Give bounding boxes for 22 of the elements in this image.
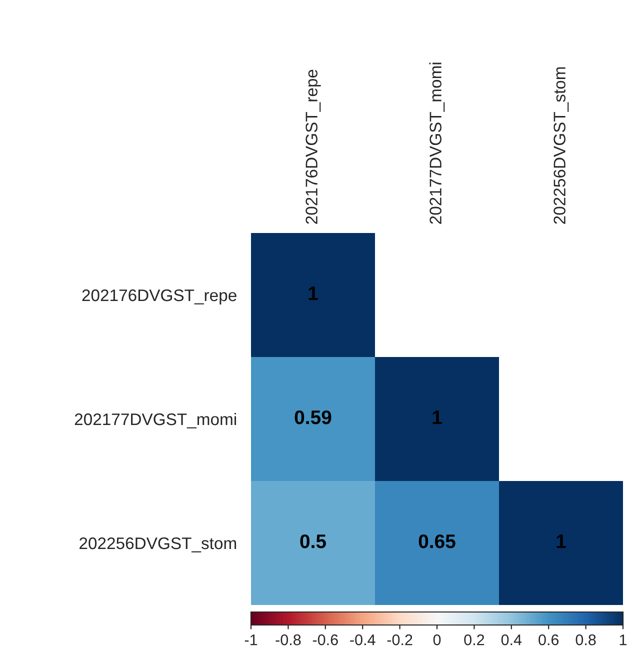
data-label: 1	[556, 534, 566, 548]
color-bar-label: -0.2	[387, 634, 412, 646]
color-bar-label: -0.8	[276, 634, 301, 646]
y-tick-label: 202177DVGST_momi	[74, 412, 236, 428]
x-tick-label: 202256DVGST_stom	[554, 67, 569, 224]
data-label: 0.5	[300, 534, 326, 548]
x-tick-label: 202177DVGST_momi	[429, 62, 445, 224]
data-label: 0.65	[418, 534, 456, 548]
y-tick-label: 202256DVGST_stom	[80, 537, 236, 552]
color-bar-label: -1	[244, 634, 258, 646]
y-tick-label: 202176DVGST_repe	[82, 289, 236, 304]
color-bar-label: -0.4	[350, 634, 376, 646]
color-bar-label: 0.6	[538, 634, 559, 646]
color-bar-label: 0.8	[576, 634, 596, 646]
color-bar-label: 1	[620, 634, 627, 646]
color-bar-label: 0	[433, 634, 441, 646]
data-label: 1	[432, 410, 442, 424]
data-label: 1	[308, 286, 318, 300]
color-bar-label: 0.2	[464, 634, 484, 646]
color-bar-label: 0.4	[501, 634, 522, 646]
data-label: 0.59	[294, 410, 332, 424]
color-bar-label: -0.6	[312, 634, 338, 646]
